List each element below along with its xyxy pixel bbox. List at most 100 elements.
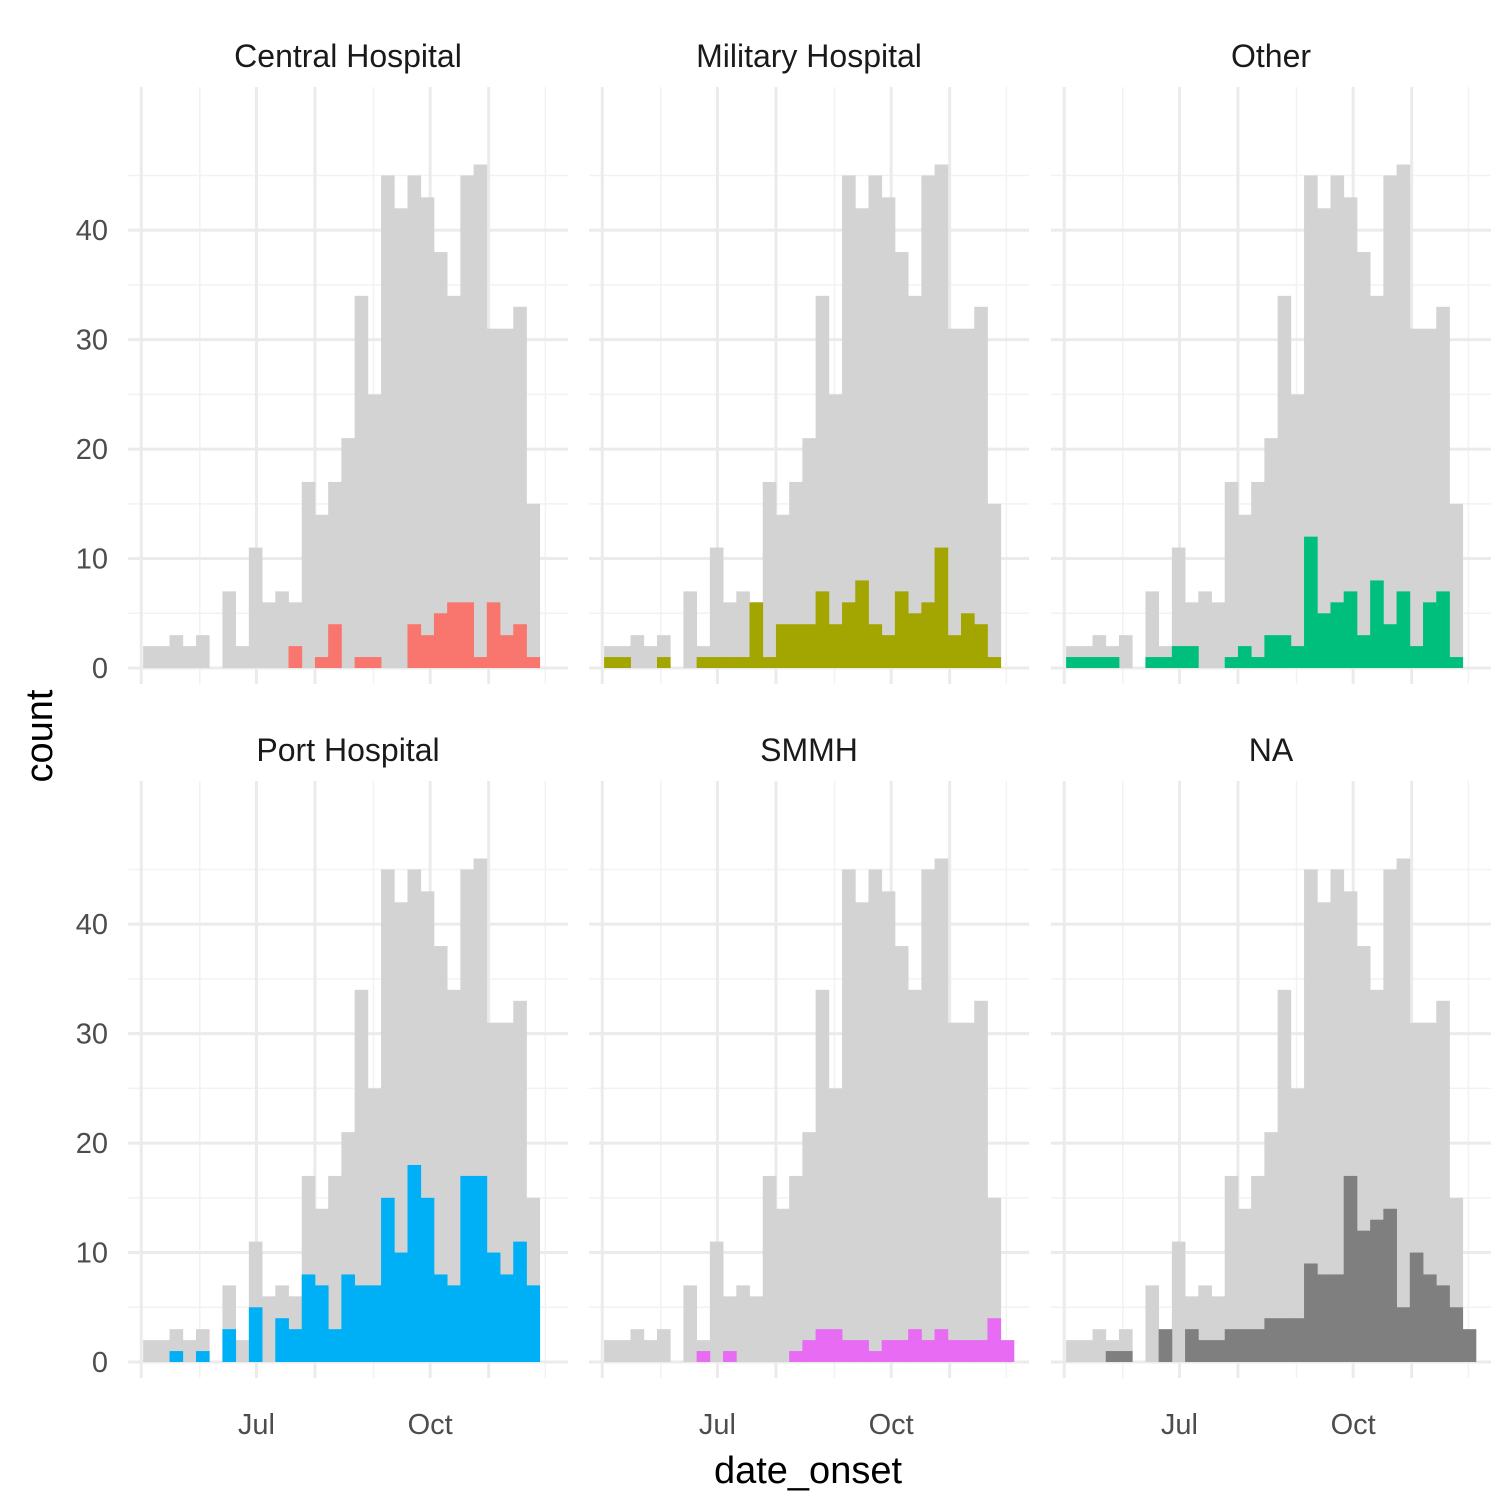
bar (473, 1175, 488, 1362)
x-tick-label: Jul (1161, 1409, 1198, 1441)
bar (815, 1329, 830, 1362)
bar (447, 1285, 461, 1362)
bar-total (420, 197, 435, 669)
bar (486, 602, 501, 668)
bar (947, 635, 962, 668)
bar (974, 1340, 988, 1362)
bar (1423, 1274, 1437, 1362)
bar-total (1224, 1175, 1239, 1362)
bar-total (394, 208, 408, 669)
bar-total (460, 175, 474, 668)
bar (789, 1351, 803, 1362)
bar (1462, 1329, 1477, 1362)
bar (314, 1285, 329, 1362)
bar (341, 1274, 356, 1362)
bar-total (762, 481, 777, 668)
bar-total (961, 328, 975, 668)
x-tick-label: Oct (869, 1409, 914, 1441)
bar (1383, 1208, 1397, 1362)
y-tick-label: 20 (76, 434, 108, 466)
bar (367, 657, 382, 668)
bar-total (1330, 869, 1345, 1362)
bar (460, 602, 474, 668)
bar (473, 657, 488, 668)
bar (394, 1252, 408, 1362)
bar-total (1145, 591, 1160, 668)
bar-total (513, 306, 527, 668)
bar (656, 657, 671, 668)
bar-total (630, 1329, 645, 1362)
bar (1211, 1340, 1226, 1362)
y-tick-label: 10 (76, 544, 108, 576)
bar-total (815, 989, 830, 1362)
bar-total (802, 438, 817, 668)
bar (1224, 1329, 1239, 1362)
bar (1079, 657, 1093, 668)
bar-total (842, 869, 856, 1362)
bar-total (921, 869, 935, 1362)
bar (407, 624, 422, 668)
facet-panel: Central Hospital 0 10 20 30 40 (76, 38, 568, 685)
bar (1290, 646, 1305, 668)
bar (749, 602, 764, 668)
bar-total (908, 989, 922, 1362)
bar (1000, 1340, 1015, 1362)
bar-total (1224, 481, 1239, 668)
bar-total (736, 1285, 750, 1362)
bar-total (1423, 328, 1437, 668)
facet-strip-label: Military Hospital (696, 38, 922, 74)
bar (1356, 635, 1371, 668)
bar (842, 1340, 856, 1362)
bar-total (433, 946, 448, 1362)
bar (1330, 1274, 1345, 1362)
bar (1171, 646, 1186, 668)
bar (195, 1351, 210, 1362)
facet-panels: Central Hospital 0 10 20 30 40 Military Hospit… (76, 38, 1491, 1441)
bar-total (643, 646, 658, 668)
bar-total (961, 1022, 975, 1362)
bar-total (802, 1132, 817, 1362)
bar (789, 624, 803, 668)
bar (1409, 646, 1424, 668)
bar (1158, 1329, 1173, 1362)
bar (169, 1351, 184, 1362)
bar (855, 580, 869, 668)
bar (1396, 591, 1411, 668)
bar (908, 613, 922, 668)
bar (1224, 657, 1239, 668)
bar-total (1317, 208, 1331, 669)
y-tick-label: 10 (76, 1238, 108, 1270)
bar-total (815, 295, 830, 668)
bar (828, 1329, 843, 1362)
bar-total (1409, 328, 1424, 668)
bar-total (643, 1340, 658, 1362)
bar-total (974, 1000, 988, 1362)
bar (1290, 1318, 1305, 1362)
bar-total (987, 503, 1002, 668)
bar-total (947, 1022, 962, 1362)
bar (987, 1318, 1002, 1362)
y-tick-label: 30 (76, 325, 108, 357)
bar-total (301, 481, 316, 668)
bar-total (262, 1296, 276, 1362)
bar (1145, 657, 1160, 668)
bar (987, 657, 1002, 668)
bar-total (1251, 481, 1265, 668)
bar (617, 657, 631, 668)
bar (1317, 1274, 1331, 1362)
bar-total (1264, 438, 1279, 668)
bar (723, 1351, 737, 1362)
bar-total (1330, 175, 1345, 668)
bar (1251, 1329, 1265, 1362)
bar (736, 657, 750, 668)
bar-total (182, 1340, 197, 1362)
bar-total (354, 295, 369, 668)
x-axis-title: date_onset (714, 1450, 902, 1492)
bar-total (1317, 902, 1331, 1362)
bar (248, 1307, 263, 1362)
bar-total (526, 503, 541, 668)
bar (1277, 635, 1292, 668)
bar-total (447, 295, 461, 668)
bar-total (1370, 295, 1384, 668)
